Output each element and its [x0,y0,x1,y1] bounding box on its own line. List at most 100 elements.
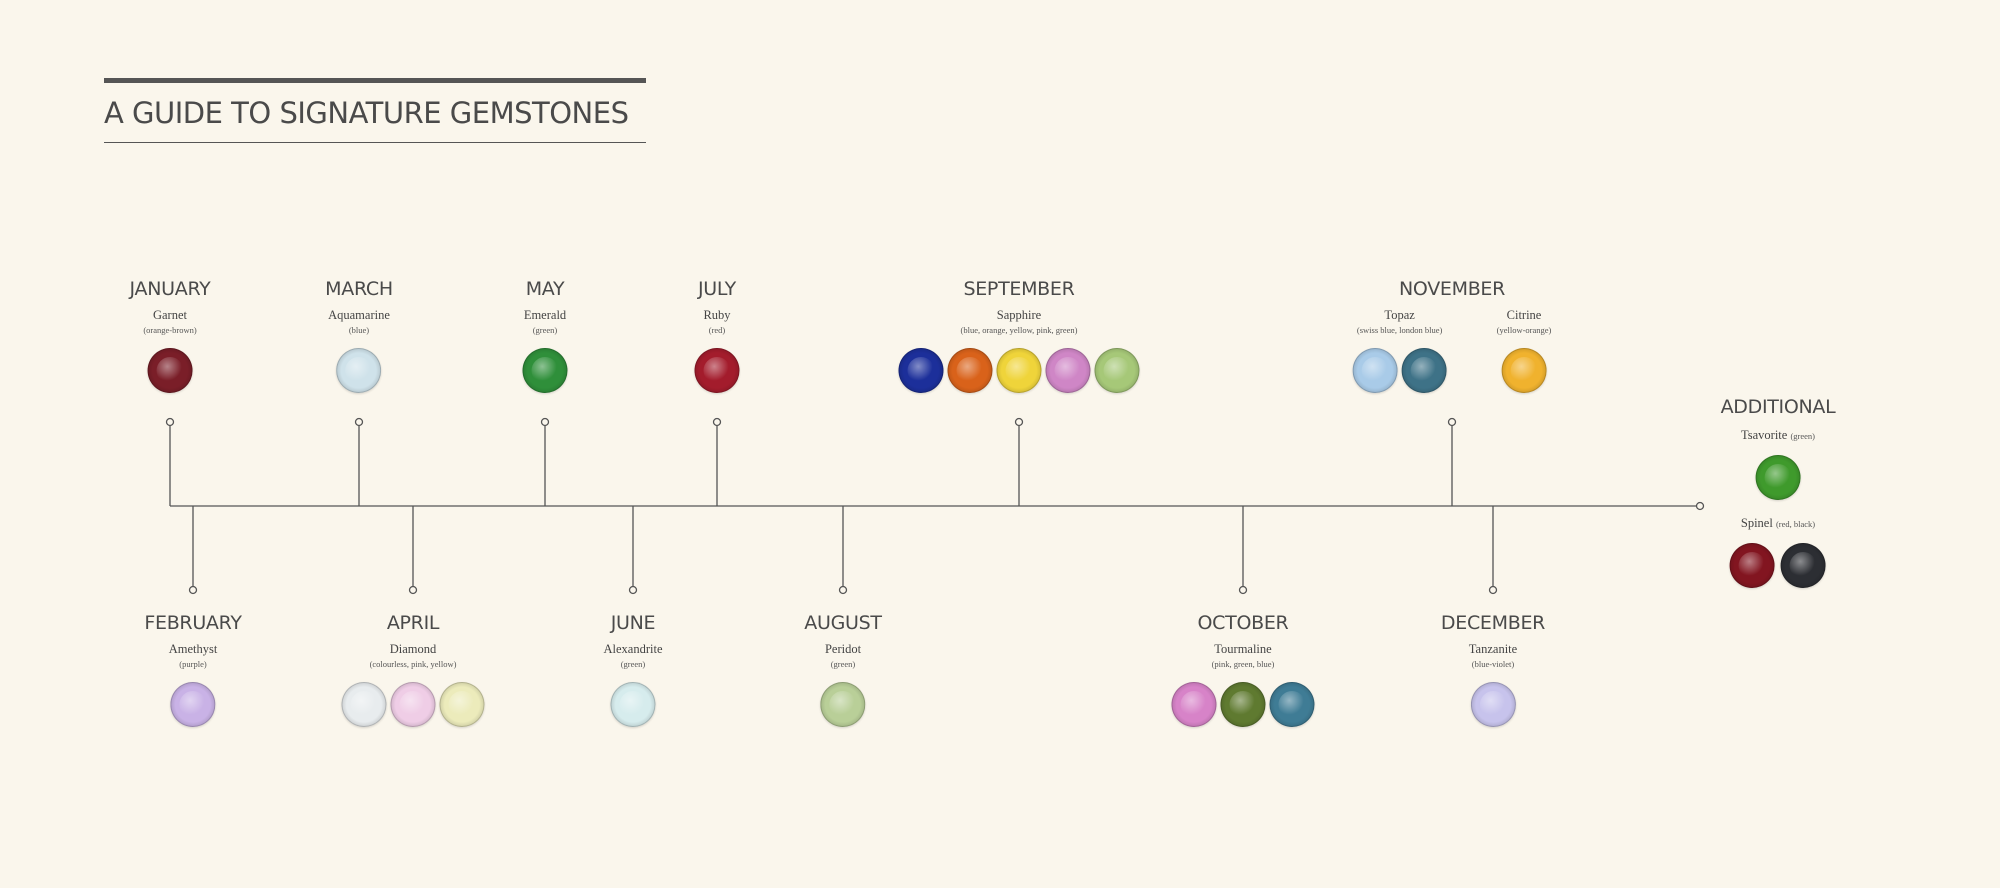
gemstone-icon [820,682,866,727]
stone-name: Aquamarine [328,308,390,322]
stone-colors: (colourless, pink, yellow) [369,659,457,669]
gemstone-icon [390,682,436,727]
month-group-december: DECEMBER Tanzanite (blue-violet) [1441,612,1545,727]
stone-colors: (green) [620,659,646,669]
bottom-connector-june-node [628,585,638,595]
stone-topaz: Topaz (swiss blue, london blue) [1352,308,1447,393]
gemstone-icon [1755,455,1801,500]
month-label: NOVEMBER [1398,278,1506,300]
stone-colors: (blue, orange, yellow, pink, green) [960,325,1078,335]
gemstone-icon [1094,348,1140,393]
month-label: JANUARY [129,278,211,300]
month-group-april: APRIL Diamond (colourless, pink, yellow) [341,612,485,727]
stone-colors: (red) [708,325,726,335]
month-label: APRIL [386,612,440,634]
stone-row: Sapphire (blue, orange, yellow, pink, gre… [898,308,1140,393]
stone-row: Tourmaline (pink, green, blue) [1171,642,1315,727]
stone-name: Garnet [152,308,187,322]
top-connector-september-node [1014,417,1024,427]
title-rule-top [104,78,646,83]
gem-row [603,682,662,727]
gemstone-icon [996,348,1042,393]
gemstone-icon [1220,682,1266,727]
additional-stone-spinel: Spinel (red, black) [1721,516,1836,588]
stone-colors: (swiss blue, london blue) [1356,325,1443,335]
timeline-end-node [1695,501,1705,511]
gem-row [143,348,196,393]
stone-colors: (blue) [348,325,370,335]
stone-ruby: Ruby (red) [694,308,740,393]
month-label: MAY [525,278,565,300]
top-connector-november-node [1447,417,1457,427]
top-connector-january-node [165,417,175,427]
stone-colors: (purple) [179,659,207,669]
stone-name: Diamond [389,642,437,656]
gemstone-icon [336,348,382,393]
stone-name: Ruby [703,308,731,322]
gemstone-icon [439,682,485,727]
gemstone-icon [1470,682,1516,727]
gem-row [169,682,218,727]
stone-aquamarine: Aquamarine (blue) [328,308,390,393]
stone-row: Aquamarine (blue) [325,308,393,393]
additional-group: ADDITIONAL Tsavorite (green) Spinel (red, … [1721,396,1836,588]
stone-name: Emerald [523,308,567,322]
stone-row: Topaz (swiss blue, london blue) Citrine (ye… [1352,308,1552,393]
month-label: DECEMBER [1440,612,1546,634]
month-group-september: SEPTEMBER Sapphire (blue, orange, yellow, … [898,278,1140,393]
gem-row [1352,348,1447,393]
gemstone-icon [1171,682,1217,727]
gem-row [522,348,568,393]
stone-tourmaline: Tourmaline (pink, green, blue) [1171,642,1315,727]
gemstone-icon [1501,348,1547,393]
stone-colors: (green) [532,325,558,335]
gemstone-icon [1269,682,1315,727]
gem-row [1469,682,1517,727]
stone-name: Tanzanite [1468,642,1518,656]
title-rule-bottom [104,142,646,143]
gem-row [341,682,485,727]
gemstone-icon [947,348,993,393]
stone-row: Ruby (red) [694,308,740,393]
stone-name: Amethyst [168,642,218,656]
stone-sapphire: Sapphire (blue, orange, yellow, pink, gre… [898,308,1140,393]
month-group-february: FEBRUARY Amethyst (purple) [144,612,242,727]
month-group-march: MARCH Aquamarine (blue) [325,278,393,393]
top-connector-may-node [540,417,550,427]
stone-name: Peridot [824,642,862,656]
additional-stone-label: Tsavorite (green) [1721,428,1836,443]
stone-tanzanite: Tanzanite (blue-violet) [1469,642,1517,727]
gem-row [1497,348,1552,393]
stone-colors: (blue-violet) [1471,659,1515,669]
stone-colors: (red, black) [1775,519,1816,529]
stone-row: Tanzanite (blue-violet) [1441,642,1545,727]
gemstone-icon [1352,348,1398,393]
gem-row [1721,455,1836,500]
month-label: JUNE [610,612,656,634]
stone-colors: (green) [830,659,856,669]
stone-name: Spinel [1740,516,1773,530]
bottom-connector-october-node [1238,585,1248,595]
month-label: SEPTEMBER [963,278,1075,300]
top-connector-july-node [712,417,722,427]
stone-colors: (pink, green, blue) [1211,659,1275,669]
bottom-connector-december-node [1488,585,1498,595]
stone-colors: (green) [1790,431,1816,441]
gem-row [820,682,866,727]
stone-name: Sapphire [996,308,1042,322]
month-group-june: JUNE Alexandrite (green) [603,612,663,727]
stone-row: Amethyst (purple) [144,642,241,727]
bottom-connector-august-node [838,585,848,595]
month-group-july: JULY Ruby (red) [694,278,740,393]
stone-row: Emerald (green) [522,308,568,393]
stone-peridot: Peridot (green) [820,642,866,727]
stone-amethyst: Amethyst (purple) [168,642,218,727]
gem-row [1721,543,1836,588]
stone-name: Tourmaline [1214,642,1272,656]
gem-row [1171,682,1315,727]
gemstone-icon [170,682,216,727]
gem-row [694,348,740,393]
month-label: FEBRUARY [144,612,242,634]
gemstone-icon [1729,543,1775,588]
